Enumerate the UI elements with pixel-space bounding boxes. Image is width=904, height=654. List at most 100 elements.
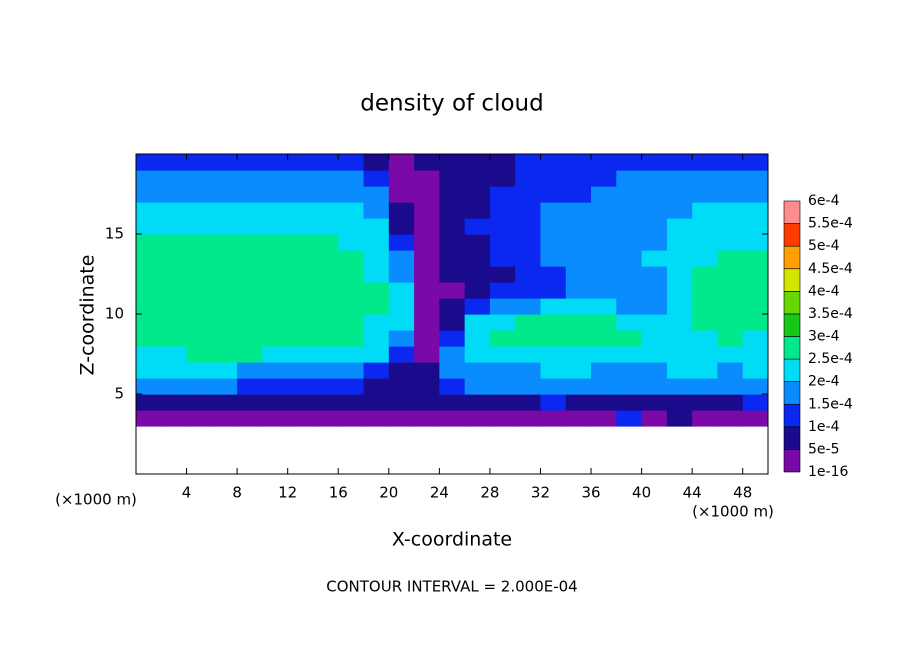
colorbar-label: 3.5e-4 bbox=[808, 306, 853, 322]
field-cell bbox=[616, 170, 643, 187]
field-cell bbox=[262, 218, 289, 235]
field-cell bbox=[136, 362, 162, 379]
field-cell bbox=[666, 378, 693, 395]
field-cell bbox=[515, 266, 542, 283]
field-cell bbox=[717, 378, 744, 395]
field-cell bbox=[540, 330, 567, 347]
field-cell bbox=[489, 218, 516, 235]
field-cell bbox=[136, 298, 162, 315]
field-cell bbox=[464, 378, 491, 395]
field-cell bbox=[338, 218, 365, 235]
x-tick-label: 32 bbox=[531, 484, 550, 502]
field-cell bbox=[641, 250, 668, 267]
field-cell bbox=[363, 250, 390, 267]
field-cell bbox=[186, 394, 213, 411]
field-cell bbox=[186, 298, 213, 315]
field-cell bbox=[540, 186, 567, 203]
field-cell bbox=[591, 346, 617, 363]
colorbar-box bbox=[783, 336, 801, 360]
field-cell bbox=[439, 266, 466, 283]
field-cell bbox=[616, 250, 643, 267]
field-cell bbox=[641, 282, 668, 299]
colorbar-label: 1e-4 bbox=[808, 419, 840, 435]
colorbar-label: 1e-16 bbox=[808, 464, 848, 480]
field-cell bbox=[565, 394, 592, 411]
field-cell bbox=[287, 330, 314, 347]
field-cell bbox=[414, 202, 440, 219]
field-cell bbox=[262, 410, 289, 427]
field-cell bbox=[692, 330, 719, 347]
field-cell bbox=[262, 314, 289, 331]
field-cell bbox=[591, 314, 617, 331]
field-cell bbox=[515, 250, 542, 267]
field-cell bbox=[565, 282, 592, 299]
field-cell bbox=[186, 154, 213, 171]
field-cell bbox=[312, 282, 339, 299]
field-cell bbox=[666, 314, 693, 331]
field-cell bbox=[136, 330, 162, 347]
field-cell bbox=[414, 282, 440, 299]
field-cell bbox=[262, 234, 289, 251]
field-cell bbox=[287, 362, 314, 379]
field-cell bbox=[363, 234, 390, 251]
field-cell bbox=[641, 378, 668, 395]
field-cell bbox=[464, 362, 491, 379]
field-cell bbox=[515, 218, 542, 235]
field-cell bbox=[262, 330, 289, 347]
field-cell bbox=[312, 362, 339, 379]
field-cell bbox=[439, 186, 466, 203]
field-cell bbox=[540, 170, 567, 187]
field-cell bbox=[616, 282, 643, 299]
field-cell bbox=[363, 170, 390, 187]
field-cell bbox=[641, 154, 668, 171]
field-cell bbox=[742, 234, 768, 251]
field-cell bbox=[717, 394, 744, 411]
field-cell bbox=[439, 410, 466, 427]
field-cell bbox=[616, 266, 643, 283]
field-cell bbox=[414, 378, 440, 395]
field-cell bbox=[287, 186, 314, 203]
field-cell bbox=[565, 346, 592, 363]
field-cell bbox=[136, 314, 162, 331]
field-cell bbox=[489, 410, 516, 427]
field-cell bbox=[692, 250, 719, 267]
field-cell bbox=[237, 394, 263, 411]
colorbar-label: 5e-4 bbox=[808, 238, 840, 254]
field-cell bbox=[363, 154, 390, 171]
field-cell bbox=[363, 218, 390, 235]
field-cell bbox=[591, 154, 617, 171]
field-cell bbox=[287, 394, 314, 411]
field-cell bbox=[161, 346, 188, 363]
field-cell bbox=[666, 202, 693, 219]
field-cell bbox=[262, 346, 289, 363]
field-cell bbox=[540, 154, 567, 171]
field-cell bbox=[287, 266, 314, 283]
field-cell bbox=[641, 202, 668, 219]
field-cell bbox=[414, 266, 440, 283]
field-cell bbox=[616, 362, 643, 379]
field-cell bbox=[540, 378, 567, 395]
field-cell bbox=[717, 234, 744, 251]
field-cell bbox=[338, 394, 365, 411]
field-cell bbox=[565, 250, 592, 267]
field-cell bbox=[489, 314, 516, 331]
field-cell bbox=[591, 186, 617, 203]
field-cell bbox=[439, 234, 466, 251]
field-cell bbox=[388, 378, 415, 395]
field-cell bbox=[262, 250, 289, 267]
field-cell bbox=[616, 234, 643, 251]
field-cell bbox=[262, 154, 289, 171]
field-cell bbox=[641, 330, 668, 347]
field-cell bbox=[489, 378, 516, 395]
colorbar-box bbox=[783, 381, 801, 405]
field-cell bbox=[742, 298, 768, 315]
field-cell bbox=[237, 186, 263, 203]
field-cell bbox=[136, 186, 162, 203]
field-cell bbox=[616, 154, 643, 171]
field-cell bbox=[186, 410, 213, 427]
field-cell bbox=[742, 410, 768, 427]
field-cell bbox=[439, 250, 466, 267]
field-cell bbox=[161, 314, 188, 331]
field-cell bbox=[338, 362, 365, 379]
